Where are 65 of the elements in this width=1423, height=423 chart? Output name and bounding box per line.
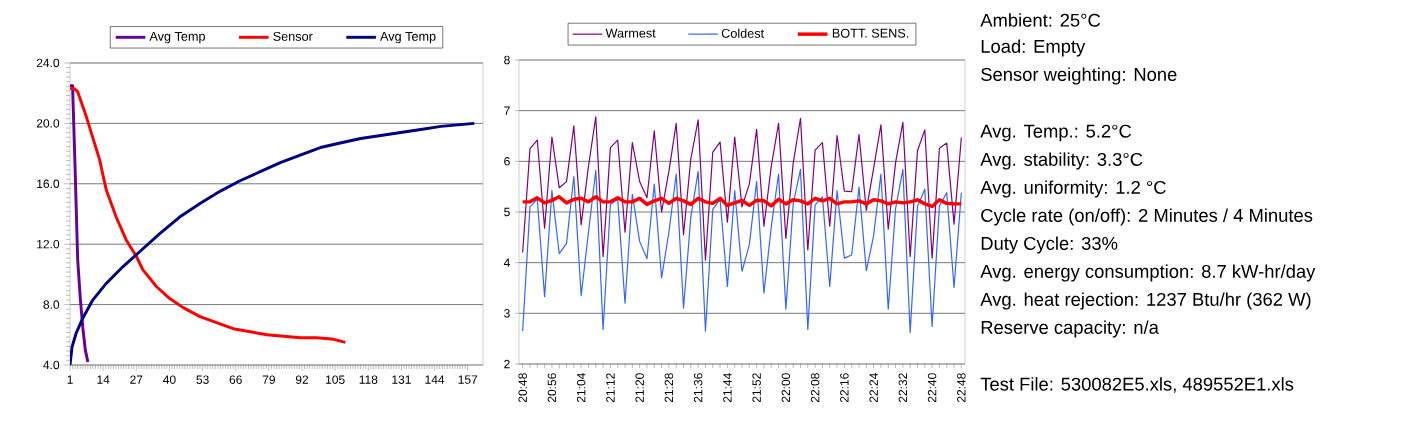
legend-label: Sensor bbox=[273, 31, 313, 41]
y-tick-label: 8.0 bbox=[43, 300, 60, 309]
x-tick-label: 27 bbox=[130, 375, 143, 384]
x-tick-label: 66 bbox=[229, 375, 242, 384]
y-tick-label: 8 bbox=[504, 55, 510, 65]
x-tick-label: 22:00 bbox=[781, 373, 791, 403]
x-tick-label: 144 bbox=[425, 375, 445, 384]
x-tick-label: 22:24 bbox=[869, 373, 878, 403]
line-series bbox=[520, 195, 964, 209]
y-tick-label: 20.0 bbox=[36, 119, 60, 128]
x-tick-label: 92 bbox=[295, 375, 309, 384]
line-series bbox=[70, 84, 90, 364]
x-tick-label: 21:04 bbox=[576, 373, 586, 403]
text: Load: Empty bbox=[981, 39, 1086, 57]
legend-label: Avg Temp bbox=[149, 31, 205, 44]
x-tick-label: 22:08 bbox=[810, 373, 820, 403]
x-tick-label: 22:48 bbox=[957, 373, 966, 403]
x-tick-label: 21:20 bbox=[635, 373, 644, 403]
text: Avg. energy consumption: 8.7 kW-hr/day bbox=[980, 264, 1316, 282]
legend-label: Coldest bbox=[721, 28, 765, 38]
x-tick-label: 21:36 bbox=[693, 373, 703, 403]
x-tick-label: 22:32 bbox=[898, 373, 908, 403]
text: Avg. stability: 3.3°C bbox=[980, 152, 1143, 170]
y-tick-label: 16.0 bbox=[37, 179, 60, 189]
text: Avg. uniformity: 1.2 °C bbox=[980, 180, 1166, 198]
y-tick-label: 7 bbox=[504, 106, 510, 115]
x-tick-label: 14 bbox=[97, 375, 110, 384]
text: Test File: 530082E5.xls, 489552E1.xls bbox=[980, 377, 1294, 393]
x-tick-label: 40 bbox=[163, 375, 176, 384]
x-tick-label: 22:40 bbox=[927, 373, 937, 403]
x-tick-label: 118 bbox=[359, 375, 378, 384]
x-tick-label: 21:44 bbox=[723, 373, 732, 403]
line-series bbox=[522, 168, 962, 334]
x-tick-label: 21:52 bbox=[752, 373, 761, 403]
x-tick-label: 79 bbox=[262, 375, 275, 384]
text: Ambient: 25°C bbox=[980, 13, 1101, 27]
text: Avg. Temp.: 5.2°C bbox=[980, 124, 1132, 142]
legend-label: Avg Temp bbox=[380, 31, 436, 44]
y-tick-label: 2 bbox=[504, 359, 510, 369]
x-tick-label: 157 bbox=[458, 375, 478, 384]
text: Sensor weighting: None bbox=[981, 67, 1177, 85]
text: Cycle rate (on/off): 2 Minutes / 4 Minutes bbox=[981, 208, 1313, 226]
y-tick-label: 3 bbox=[504, 309, 510, 318]
y-tick-label: 4 bbox=[503, 258, 510, 267]
x-tick-label: 21:12 bbox=[606, 373, 615, 403]
x-tick-label: 22:16 bbox=[840, 373, 849, 403]
text: Duty Cycle: 33% bbox=[981, 236, 1118, 254]
x-tick-label: 20:56 bbox=[547, 373, 557, 403]
line-series bbox=[70, 121, 476, 365]
y-tick-label: 5 bbox=[504, 207, 510, 217]
y-tick-label: 4.0 bbox=[43, 360, 60, 370]
legend-label: BOTT. SENS. bbox=[832, 28, 909, 38]
text: Avg. heat rejection: 1237 Btu/hr (362 W) bbox=[980, 292, 1311, 310]
text: Reserve capacity: n/a bbox=[981, 320, 1159, 338]
x-tick-label: 20:48 bbox=[518, 373, 527, 403]
x-tick-label: 131 bbox=[392, 375, 411, 384]
x-tick-label: 53 bbox=[196, 375, 209, 384]
legend-label: Warmest bbox=[605, 28, 656, 38]
line-series bbox=[522, 116, 962, 261]
x-tick-label: 1 bbox=[67, 375, 73, 384]
y-tick-label: 24.0 bbox=[36, 58, 60, 68]
y-tick-label: 6 bbox=[504, 157, 510, 166]
y-tick-label: 12.0 bbox=[37, 239, 60, 249]
x-tick-label: 21:28 bbox=[664, 373, 674, 403]
x-tick-label: 105 bbox=[326, 375, 345, 384]
